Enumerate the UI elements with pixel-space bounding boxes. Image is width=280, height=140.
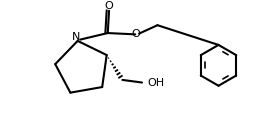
Text: N: N <box>72 32 81 43</box>
Text: O: O <box>105 1 113 11</box>
Text: OH: OH <box>148 78 165 88</box>
Text: O: O <box>131 29 140 39</box>
